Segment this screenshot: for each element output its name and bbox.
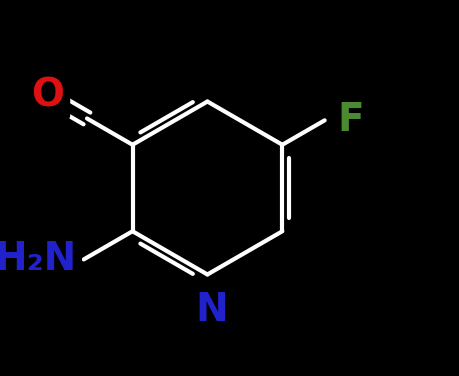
Text: N: N xyxy=(195,291,227,329)
Text: H₂N: H₂N xyxy=(0,240,76,279)
Text: F: F xyxy=(337,101,364,139)
Text: O: O xyxy=(31,77,64,115)
